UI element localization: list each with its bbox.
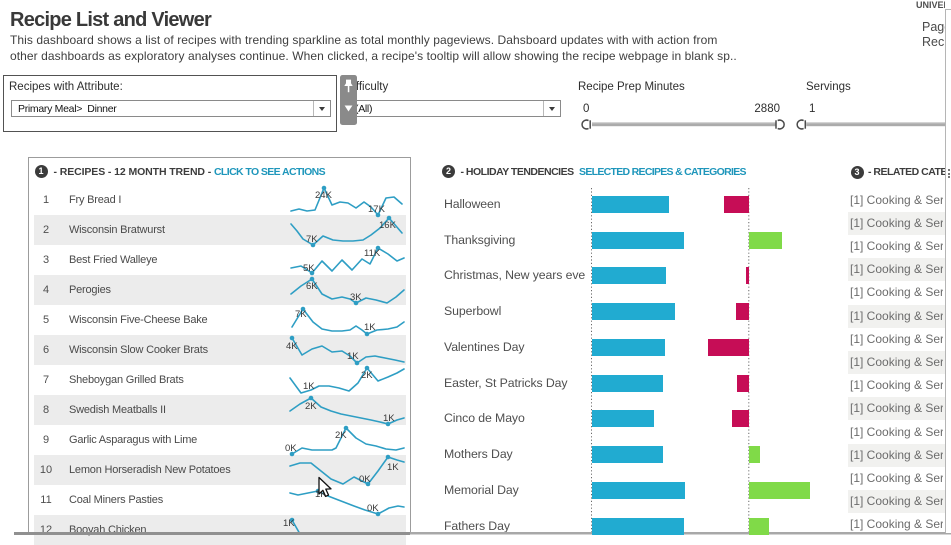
svg-text:16K: 16K	[379, 220, 397, 231]
svg-text:1K: 1K	[364, 322, 376, 333]
svg-text:3K: 3K	[350, 292, 362, 303]
svg-text:1K: 1K	[315, 489, 327, 500]
svg-text:11K: 11K	[364, 248, 381, 259]
svg-text:5K: 5K	[303, 263, 315, 274]
svg-text:7K: 7K	[295, 309, 307, 320]
svg-text:24K: 24K	[315, 190, 333, 201]
svg-text:6K: 6K	[306, 281, 318, 292]
svg-text:4K: 4K	[286, 341, 298, 352]
svg-text:0K: 0K	[285, 443, 297, 454]
svg-text:1K: 1K	[303, 381, 315, 392]
svg-text:1K: 1K	[347, 351, 359, 362]
svg-text:2K: 2K	[335, 430, 347, 441]
svg-text:1K: 1K	[383, 413, 395, 424]
svg-text:1K: 1K	[387, 462, 399, 473]
svg-text:7K: 7K	[306, 234, 318, 245]
svg-text:2K: 2K	[305, 401, 317, 412]
svg-text:1K: 1K	[283, 518, 295, 529]
svg-text:0K: 0K	[367, 503, 379, 514]
svg-text:17K: 17K	[368, 204, 386, 215]
svg-text:2K: 2K	[361, 370, 373, 381]
svg-text:0K: 0K	[359, 474, 371, 485]
